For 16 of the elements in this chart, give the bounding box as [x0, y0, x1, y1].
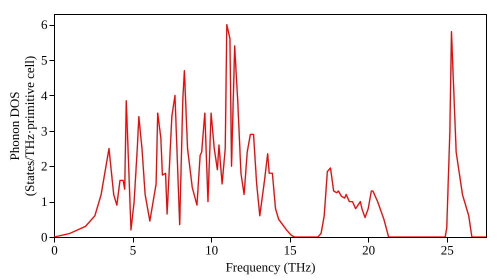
x-tick-label: 0 — [51, 242, 58, 258]
line-series — [54, 24, 486, 237]
y-tick-label: 1 — [41, 194, 48, 210]
x-tick-label: 25 — [440, 242, 454, 258]
x-tick-label: 5 — [130, 242, 136, 258]
y-tick-label: 6 — [41, 17, 48, 32]
y-tick-label: 5 — [41, 52, 48, 68]
y-tick-label: 0 — [41, 230, 48, 244]
y-axis-title: Phonon DOS (States/THz·primitive cell) — [7, 56, 37, 196]
x-tick-label: 15 — [284, 242, 297, 258]
x-axis-title: Frequency (THz) — [226, 260, 316, 274]
x-tick-label: 10 — [205, 242, 218, 258]
y-tick-label: 3 — [41, 123, 48, 138]
x-tick-label: 20 — [362, 242, 376, 258]
y-tick-label: 2 — [41, 158, 48, 174]
y-tick-label: 4 — [41, 88, 48, 103]
